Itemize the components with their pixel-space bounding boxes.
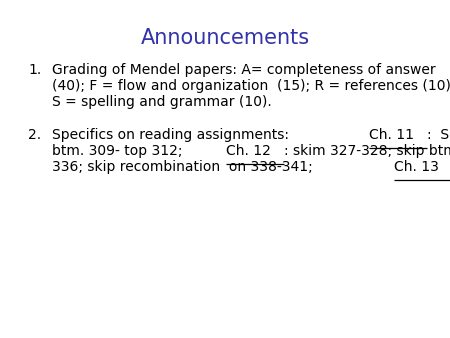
- Text: Ch. 11: Ch. 11: [369, 128, 414, 142]
- Text: : skim 327-328; skip btm 335-: : skim 327-328; skip btm 335-: [284, 144, 450, 158]
- Text: (40); F = flow and organization  (15); R = references (10);: (40); F = flow and organization (15); R …: [52, 79, 450, 93]
- Text: S = spelling and grammar (10).: S = spelling and grammar (10).: [52, 95, 272, 109]
- Text: Ch. 12: Ch. 12: [226, 144, 271, 158]
- Text: :  Skip, p. 304,: : Skip, p. 304,: [427, 128, 450, 142]
- Text: Specifics on reading assignments:: Specifics on reading assignments:: [52, 128, 298, 142]
- Text: 1.: 1.: [28, 63, 41, 77]
- Text: btm. 309- top 312;: btm. 309- top 312;: [52, 144, 187, 158]
- Text: Grading of Mendel papers: A= completeness of answer: Grading of Mendel papers: A= completenes…: [52, 63, 436, 77]
- Text: 336; skip recombination  on 338-341;: 336; skip recombination on 338-341;: [52, 160, 317, 174]
- Text: 2.: 2.: [28, 128, 41, 142]
- Text: Announcements: Announcements: [140, 28, 310, 48]
- Text: Ch. 13: Ch. 13: [394, 160, 439, 174]
